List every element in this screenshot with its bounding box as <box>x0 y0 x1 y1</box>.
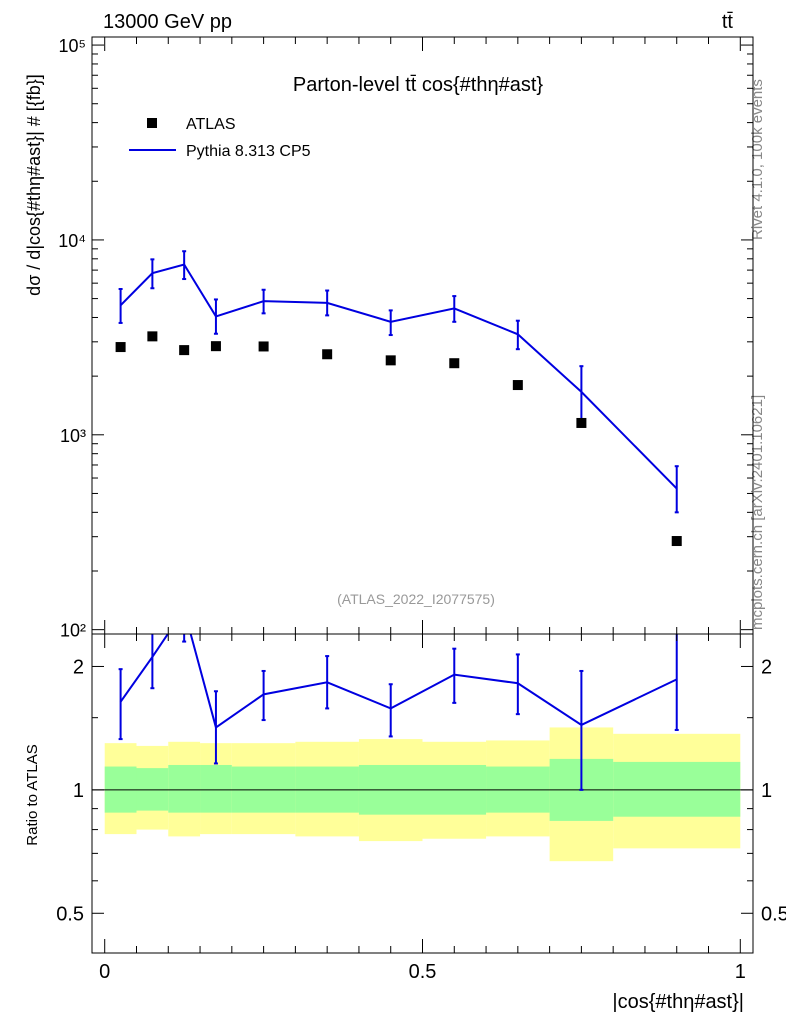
main-y-tick-label: 10³ <box>60 426 86 446</box>
process-label: tt̄ <box>722 11 734 33</box>
ratio-x-tick-label: 0.5 <box>409 961 437 983</box>
main-title: Parton-level tt̄ cos{#thη#ast} <box>293 74 543 96</box>
ratio-inner-band <box>168 764 201 813</box>
watermark: (ATLAS_2022_I2077575) <box>337 591 495 607</box>
main-y-tick-label: 10⁵ <box>59 36 86 56</box>
atlas-data-point <box>449 358 460 369</box>
legend-atlas-label: ATLAS <box>186 116 236 133</box>
atlas-data-point <box>576 417 587 428</box>
atlas-data-point <box>512 380 523 391</box>
ratio-panel: Ratio to ATLAS |cos{#thη#ast}| 0.5 0.5 1 1 2… <box>24 633 786 1013</box>
atlas-data-point <box>147 331 158 342</box>
atlas-data-point <box>115 342 126 353</box>
ratio-x-tick-label: 1 <box>735 961 746 983</box>
pythia-line <box>119 263 678 490</box>
ratio-y-tick-label: 2 <box>73 656 84 678</box>
ratio-inner-band <box>136 768 169 811</box>
legend-atlas-marker <box>147 118 157 128</box>
ratio-y-tick-label-right: 1 <box>761 780 772 802</box>
beam-label: 13000 GeV pp <box>103 11 232 33</box>
ratio-pythia-line <box>119 634 678 730</box>
ratio-y-tick-label: 0.5 <box>56 903 84 925</box>
ratio-x-axis-label: |cos{#thη#ast}| <box>612 991 744 1013</box>
atlas-data-point <box>210 341 221 352</box>
main-y-axis-label: dσ / d|cos{#thη#ast}| # [{fb}] <box>24 74 44 296</box>
ratio-y-tick-label-right: 2 <box>761 656 772 678</box>
atlas-data-point <box>671 536 682 547</box>
atlas-data-point <box>385 355 396 366</box>
main-y-tick-label: 10² <box>60 621 86 641</box>
main-y-tick-label: 10⁴ <box>58 231 86 251</box>
atlas-data-point <box>258 341 269 352</box>
atlas-data-point <box>322 349 333 360</box>
ratio-x-tick-label: 0 <box>99 961 110 983</box>
main-panel: Parton-level tt̄ cos{#thη#ast} dσ / d|co… <box>24 36 754 641</box>
legend-pythia-label: Pythia 8.313 CP5 <box>186 143 311 160</box>
legend: ATLAS Pythia 8.313 CP5 <box>129 116 311 160</box>
ratio-inner-band <box>200 764 232 813</box>
ratio-y-tick-label: 1 <box>73 780 84 802</box>
ratio-y-axis-label: Ratio to ATLAS <box>24 744 41 845</box>
ratio-y-tick-label-right: 0.5 <box>761 903 786 925</box>
rivet-version-label: Rivet 4.1.0, 100k events <box>749 79 766 240</box>
atlas-data-point <box>179 345 190 356</box>
ratio-inner-band <box>613 761 741 817</box>
